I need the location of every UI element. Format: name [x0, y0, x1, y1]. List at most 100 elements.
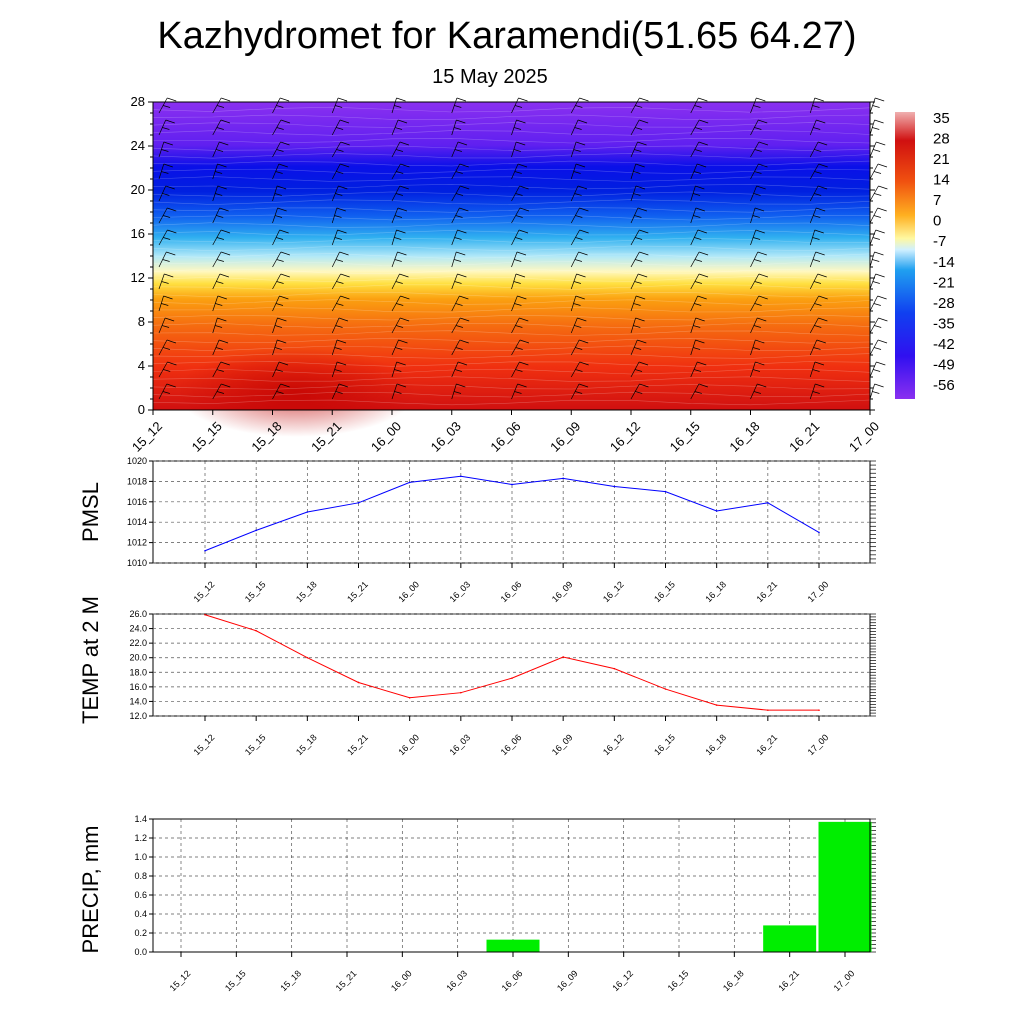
colorbar-label: 28 — [933, 131, 950, 148]
wind-barb-flag — [694, 127, 703, 130]
colorbar-label: -56 — [933, 377, 955, 394]
wind-barb-flag — [336, 281, 344, 284]
wind-barb-flag — [574, 325, 582, 328]
panel-frame — [152, 818, 871, 953]
wind-barb-flag — [579, 229, 589, 234]
wind-barb-flag — [514, 303, 522, 306]
wind-barb-flag — [817, 273, 827, 278]
wind-barb-flag — [517, 295, 527, 300]
wind-barb-flag — [277, 207, 287, 212]
y-tick-label: 8 — [138, 314, 145, 329]
wind-barb-flag — [754, 171, 762, 174]
y-tick-label: 1016 — [127, 497, 147, 507]
wind-barb-flag — [279, 295, 289, 300]
wind-barb-flag — [633, 171, 641, 174]
x-tick-label: 15_12 — [192, 732, 217, 757]
wind-barb-flag — [513, 127, 522, 130]
wind-barb-flag — [635, 259, 643, 262]
x-tick-label: 16_06 — [500, 968, 525, 993]
wind-barb-flag — [575, 215, 583, 218]
wind-barb — [272, 119, 282, 136]
wind-barb-flag — [755, 339, 765, 344]
isotherm-contour — [152, 260, 871, 267]
wind-barb-flag — [516, 251, 527, 256]
wind-barb-flag — [165, 119, 175, 124]
wind-barb-flag — [162, 193, 170, 196]
temp-line — [204, 614, 819, 711]
x-tick-label: 16_03 — [428, 419, 464, 455]
wind-barb-flag — [697, 361, 707, 366]
wind-barb-flag — [456, 119, 466, 124]
wind-barb-flag — [639, 229, 649, 234]
temp-point — [818, 709, 820, 711]
x-tick-label: 16_09 — [555, 968, 580, 993]
wind-barb-flag — [280, 141, 290, 146]
temp-point — [204, 613, 206, 616]
isotherm-contour — [152, 384, 871, 390]
wind-barb-flag — [812, 237, 820, 240]
isotherm-contour — [152, 307, 871, 313]
y-tick-label: 1014 — [127, 517, 147, 527]
wind-barb-flag — [519, 339, 530, 344]
wind-barb-flag — [815, 251, 825, 256]
wind-barb-flag — [874, 193, 882, 196]
pmsl-point — [408, 481, 411, 484]
wind-barb-flag — [695, 185, 705, 190]
wind-barb-flag — [163, 163, 173, 168]
x-tick-label: 16_09 — [547, 419, 583, 455]
wind-barb-flag — [813, 215, 821, 218]
wind-barb-flag — [276, 281, 284, 284]
wind-barb-flag — [277, 339, 287, 344]
colorbar-label: 7 — [933, 192, 941, 209]
wind-barb — [630, 185, 637, 202]
wind-barb-flag — [812, 105, 820, 108]
colorbar-label: -28 — [933, 295, 955, 312]
isotherm-contour — [152, 237, 871, 244]
y-tick-label: 0.0 — [134, 947, 147, 957]
wind-barb-flag — [459, 163, 469, 168]
wind-barb-flag — [276, 185, 287, 190]
x-tick-label: 16_06 — [499, 732, 524, 757]
chart-subtitle: 15 May 2025 — [432, 66, 548, 88]
isotherm-contour — [152, 345, 871, 352]
wind-barb-flag — [693, 215, 701, 218]
wind-barb-flag — [573, 171, 581, 174]
pmsl-point — [715, 510, 718, 512]
wind-barb-flag — [216, 391, 225, 394]
wind-barb-flag — [400, 317, 410, 322]
wind-barb-flag — [516, 119, 526, 124]
wind-barb-flag — [454, 281, 462, 284]
wind-barb-flag — [453, 259, 462, 262]
wind-barb-flag — [274, 215, 283, 218]
wind-barb-flag — [338, 383, 349, 388]
x-tick-label: 15_21 — [334, 968, 359, 993]
wind-barb — [391, 185, 401, 202]
colorbar-fill — [895, 112, 915, 399]
x-tick-label: 16_21 — [776, 968, 801, 993]
wind-barb-flag — [275, 369, 283, 372]
colorbar-label: -42 — [933, 336, 955, 353]
wind-barb — [451, 361, 459, 378]
wind-barb-flag — [814, 361, 825, 366]
wind-barb-flag — [637, 207, 648, 212]
x-tick-label: 16_00 — [389, 968, 414, 993]
wind-barb-flag — [514, 105, 523, 108]
wind-barb-flag — [515, 347, 523, 350]
wind-barb-flag — [335, 259, 344, 262]
wind-barb-flag — [638, 273, 648, 278]
wind-barb-flag — [872, 259, 880, 262]
wind-barb-flag — [163, 215, 171, 218]
pmsl-point — [357, 502, 360, 504]
wind-barb-flag — [878, 185, 888, 190]
isotherm-contour — [152, 199, 871, 205]
wind-barb — [451, 207, 460, 224]
wind-barb — [511, 383, 518, 400]
wind-barb-flag — [335, 391, 343, 394]
wind-barb-flag — [639, 119, 649, 124]
wind-barb-flag — [163, 141, 173, 146]
wind-barb-flag — [634, 347, 642, 350]
wind-barb-flag — [872, 237, 880, 240]
wind-barb-flag — [694, 303, 702, 306]
wind-barb-flag — [818, 141, 828, 146]
wind-barb-flag — [161, 171, 169, 174]
